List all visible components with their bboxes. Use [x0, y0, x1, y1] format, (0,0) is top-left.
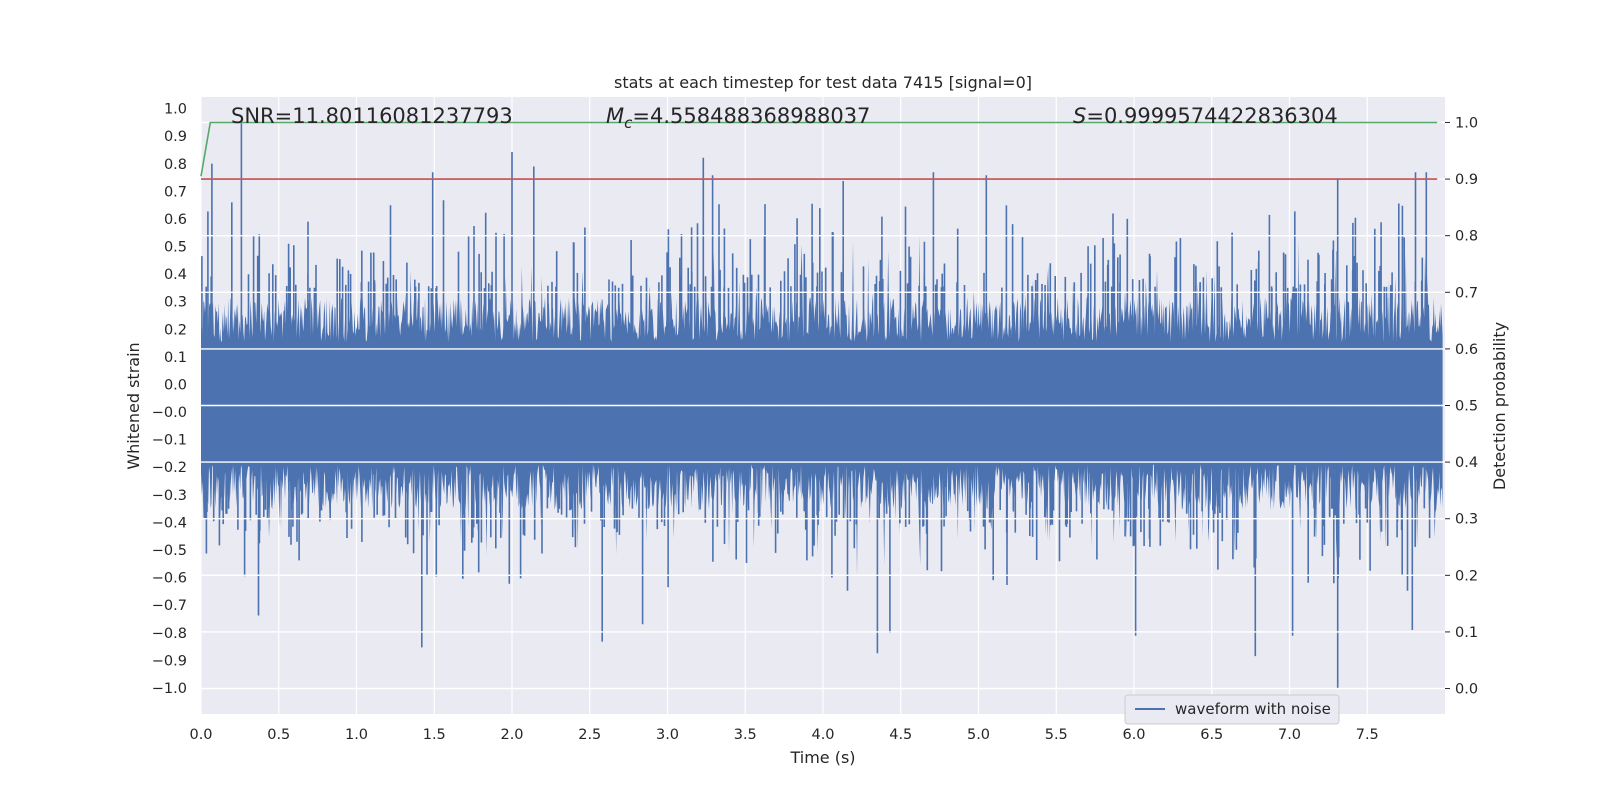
y2-tick-label: 0.7	[1455, 285, 1478, 301]
x-tick-label: 6.5	[1200, 727, 1223, 743]
y2-tick-label: 0.1	[1455, 625, 1478, 641]
y2-tick-labels: 1.0 0.9 0.8 0.7 0.6 0.5 0.4 0.3 0.2 0.1 0.0	[1445, 115, 1478, 698]
detection-probability-line	[200, 121, 1438, 177]
y-tick-label: 0.1	[164, 350, 187, 366]
x-tick-label: 1.5	[423, 727, 446, 743]
y-tick-label: −0.2	[152, 460, 187, 476]
y-tick-label: 1.0	[164, 102, 187, 118]
y-tick-label: −1.0	[152, 681, 187, 697]
x-tick-label: 3.0	[656, 727, 679, 743]
y-tick-label: −0.4	[152, 515, 187, 531]
y-tick-label: −0.0	[152, 405, 187, 421]
y-tick-label: −0.6	[152, 571, 187, 587]
y2-tick-label: 0.4	[1455, 455, 1478, 471]
detection-score-annotation: S=0.9999574422836304	[1073, 104, 1338, 128]
x-tick-label: 0.5	[267, 727, 290, 743]
y-tick-label: −0.1	[152, 433, 187, 449]
y-tick-label: 0.4	[164, 267, 187, 283]
x-tick-label: 4.0	[811, 727, 834, 743]
legend-label: waveform with noise	[1175, 700, 1331, 718]
y2-tick-label: 0.3	[1455, 512, 1478, 528]
y2-tick-label: 0.9	[1455, 172, 1478, 188]
mc-value: =4.558488368988037	[632, 104, 870, 128]
y-tick-label: −0.9	[152, 653, 187, 669]
x-tick-label: 6.0	[1122, 727, 1145, 743]
y2-tick-label: 0.6	[1455, 342, 1478, 358]
x-tick-label: 7.5	[1356, 727, 1379, 743]
y2-tick-label: 0.2	[1455, 568, 1478, 584]
x-tick-label: 4.5	[889, 727, 912, 743]
s-value: =0.9999574422836304	[1086, 104, 1337, 128]
y2-tick-label: 1.0	[1455, 115, 1478, 131]
x-tick-label: 7.0	[1278, 727, 1301, 743]
mc-symbol: M	[606, 104, 624, 128]
chirp-mass-annotation: Mc=4.558488368988037	[606, 104, 870, 132]
waveform-spikes	[201, 123, 1431, 688]
x-axis-label: Time (s)	[789, 748, 855, 767]
y-tick-label: 0.3	[164, 295, 187, 311]
y-tick-label: 0.5	[164, 240, 187, 256]
x-tick-label: 5.0	[967, 727, 990, 743]
y-tick-label: −0.8	[152, 626, 187, 642]
x-tick-labels: 0.0 0.5 1.0 1.5 2.0 2.5 3.0 3.5 4.0 4.5 5.0 5.5 6.0 6…	[189, 727, 1378, 743]
y2-tick-label: 0.8	[1455, 229, 1478, 245]
y-tick-label: 0.9	[164, 129, 187, 145]
chart-title: stats at each timestep for test data 741…	[614, 73, 1032, 92]
y-axis-label: Whitened strain	[124, 342, 143, 469]
y-tick-label: −0.3	[152, 488, 187, 504]
x-tick-label: 5.5	[1045, 727, 1068, 743]
y-tick-label: 0.2	[164, 322, 187, 338]
y-tick-label: 0.0	[164, 377, 187, 393]
s-symbol: S	[1073, 104, 1086, 128]
y-tick-label: 0.7	[164, 184, 187, 200]
legend-box	[1124, 694, 1340, 725]
legend: waveform with noise	[1124, 694, 1340, 725]
y-tick-label: −0.5	[152, 543, 187, 559]
x-tick-label: 2.0	[500, 727, 523, 743]
mc-subscript: c	[624, 114, 633, 132]
y2-tick-label: 0.0	[1455, 682, 1478, 698]
y-tick-label: 0.6	[164, 212, 187, 228]
y2-axis-label: Detection probability	[1490, 322, 1509, 490]
snr-annotation: SNR=11.80116081237793	[231, 104, 513, 128]
y-tick-labels: 1.0 0.9 0.8 0.7 0.6 0.5 0.4 0.3 0.2 0.1 0.0 −0.0 −0.…	[152, 102, 187, 697]
y2-tick-label: 0.5	[1455, 399, 1478, 415]
x-tick-label: 1.0	[345, 727, 368, 743]
y-tick-label: −0.7	[152, 598, 187, 614]
x-tick-label: 2.5	[578, 727, 601, 743]
x-tick-label: 3.5	[734, 727, 757, 743]
x-tick-label: 0.0	[189, 727, 212, 743]
y-tick-label: 0.8	[164, 157, 187, 173]
